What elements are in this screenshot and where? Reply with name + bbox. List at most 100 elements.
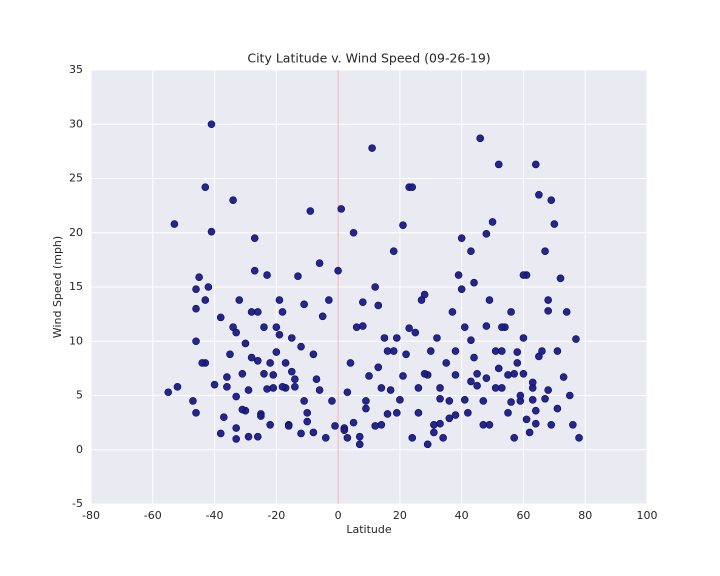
point	[220, 413, 228, 422]
point	[430, 420, 438, 429]
x-tick-label: -40	[206, 509, 224, 522]
point	[451, 411, 460, 419]
point	[575, 434, 583, 442]
point	[189, 397, 197, 405]
point	[349, 418, 358, 427]
point	[275, 296, 284, 304]
point	[238, 369, 247, 378]
point	[241, 339, 250, 348]
y-tick-label: 15	[69, 280, 83, 293]
point	[389, 347, 398, 355]
point	[291, 383, 299, 391]
point	[253, 308, 262, 316]
y-tick-label: 30	[69, 117, 83, 130]
point	[473, 369, 481, 378]
point	[513, 359, 522, 367]
point	[470, 353, 478, 362]
point	[467, 336, 475, 344]
point	[445, 397, 454, 405]
point	[232, 392, 240, 401]
point	[451, 347, 460, 355]
point	[207, 120, 216, 129]
point	[294, 272, 302, 280]
y-tick-label: 0	[76, 443, 83, 456]
point	[482, 374, 491, 382]
point	[504, 371, 512, 379]
point	[420, 369, 429, 378]
x-tick-label: -60	[144, 509, 162, 522]
point	[516, 391, 525, 400]
x-tick-label: 40	[455, 509, 469, 522]
point	[263, 385, 271, 393]
point	[544, 307, 552, 315]
point	[547, 196, 556, 204]
point	[448, 308, 457, 316]
x-tick-label: -20	[267, 509, 285, 522]
point	[287, 334, 296, 342]
point	[368, 144, 376, 152]
x-tick-label: 80	[578, 509, 592, 522]
point	[306, 207, 315, 215]
point	[569, 420, 577, 429]
point	[467, 377, 475, 386]
point	[519, 271, 528, 279]
point	[426, 347, 435, 355]
point	[411, 328, 420, 337]
point	[170, 220, 179, 228]
point	[423, 440, 432, 449]
point	[260, 323, 268, 331]
point	[371, 422, 379, 430]
point	[445, 414, 454, 423]
point	[396, 396, 404, 404]
point	[266, 420, 274, 429]
point	[535, 352, 543, 361]
point	[275, 330, 284, 339]
point	[439, 434, 447, 442]
point	[476, 134, 485, 143]
point	[392, 409, 401, 417]
point	[442, 359, 451, 367]
point	[192, 285, 200, 293]
point	[349, 228, 358, 237]
point	[485, 420, 494, 429]
point	[278, 383, 287, 391]
point	[355, 440, 364, 449]
point	[195, 273, 203, 282]
point	[198, 359, 206, 367]
point	[325, 296, 333, 304]
point	[253, 432, 262, 441]
point	[380, 334, 389, 342]
point	[553, 404, 562, 413]
x-tick-label: 20	[393, 509, 407, 522]
point	[494, 160, 503, 169]
point	[460, 396, 469, 404]
point	[204, 283, 213, 291]
point	[223, 373, 231, 381]
point	[232, 424, 240, 432]
y-tick-label: 5	[76, 389, 83, 402]
point	[346, 359, 355, 367]
point	[498, 347, 506, 355]
point	[278, 308, 287, 316]
point	[210, 380, 219, 389]
y-tick-label: 10	[69, 334, 83, 347]
point	[531, 406, 540, 415]
point	[544, 386, 552, 394]
point	[482, 230, 491, 238]
point	[315, 259, 324, 267]
point	[362, 404, 370, 413]
point	[414, 384, 423, 392]
point	[457, 285, 466, 293]
point	[399, 221, 407, 229]
point	[260, 369, 268, 378]
point	[272, 348, 281, 356]
point	[399, 372, 407, 380]
point	[300, 397, 308, 405]
point	[321, 434, 330, 442]
point	[386, 386, 395, 394]
point	[470, 278, 478, 287]
point	[531, 160, 540, 169]
point	[519, 334, 528, 342]
x-tick-label: 60	[516, 509, 530, 522]
point	[297, 342, 305, 351]
